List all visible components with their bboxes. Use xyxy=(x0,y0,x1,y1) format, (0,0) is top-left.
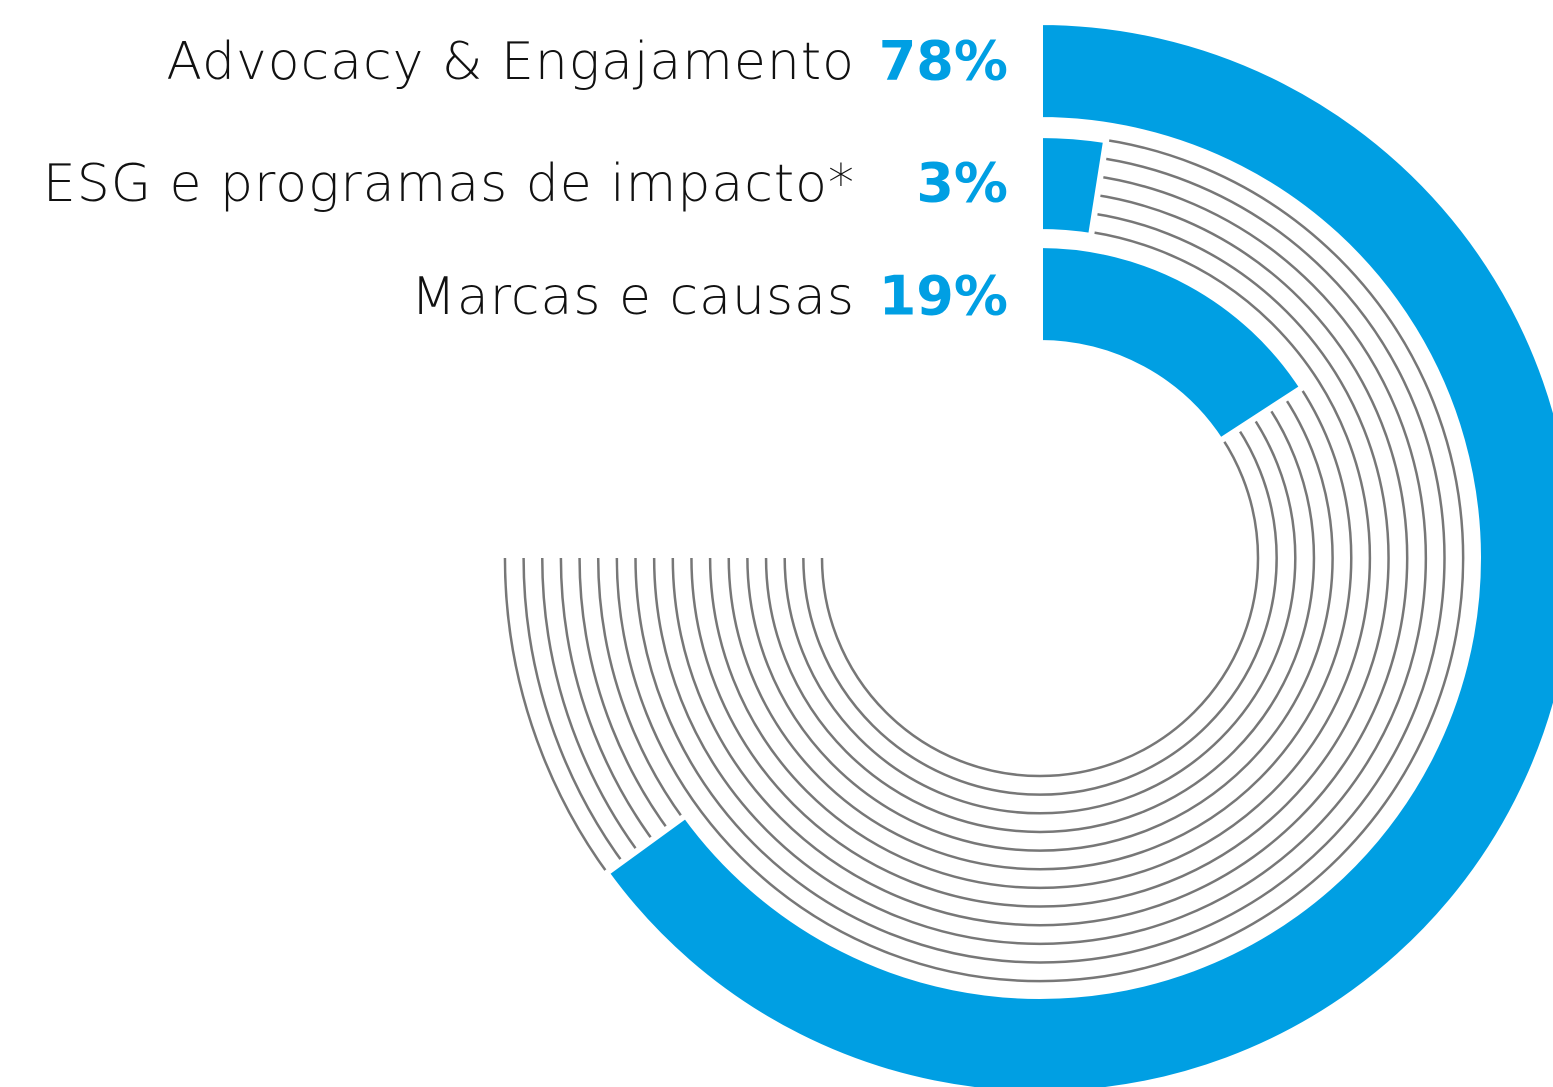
radial-bar xyxy=(1037,241,1307,446)
value-label: 3% xyxy=(916,152,1008,215)
track-line xyxy=(634,152,1446,964)
value-label: 19% xyxy=(879,265,1008,328)
track-line xyxy=(652,170,1428,946)
value-label: 78% xyxy=(879,30,1008,93)
radial-bar xyxy=(602,18,1553,1087)
radial-bar xyxy=(1037,131,1110,240)
track-line xyxy=(708,226,1372,890)
track-line xyxy=(690,208,1390,908)
track-line xyxy=(615,133,1465,983)
category-label: ESG e programas de impacto* xyxy=(43,154,855,214)
category-label: Advocacy & Engajamento xyxy=(166,32,855,92)
category-label: Marcas e causas xyxy=(411,267,855,327)
track-line xyxy=(671,189,1409,927)
